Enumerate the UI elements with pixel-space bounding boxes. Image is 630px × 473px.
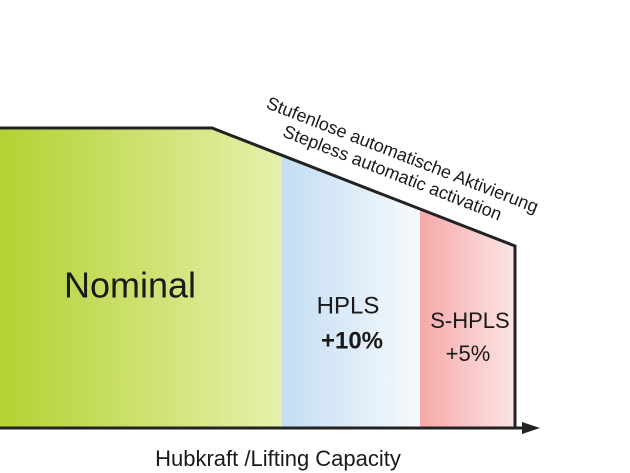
shpls-region	[420, 209, 515, 428]
hpls-region	[282, 155, 420, 428]
x-axis-arrow	[522, 422, 540, 434]
region-label: Nominal	[64, 265, 196, 306]
nominal-region	[0, 128, 282, 428]
region-label: S-HPLS	[430, 308, 509, 333]
axis-label: Hubkraft /Lifting Capacity	[155, 446, 401, 471]
outline	[0, 126, 517, 428]
region-value: +10%	[321, 327, 383, 354]
region-label: HPLS	[317, 292, 380, 319]
region-value: +5%	[446, 341, 491, 366]
